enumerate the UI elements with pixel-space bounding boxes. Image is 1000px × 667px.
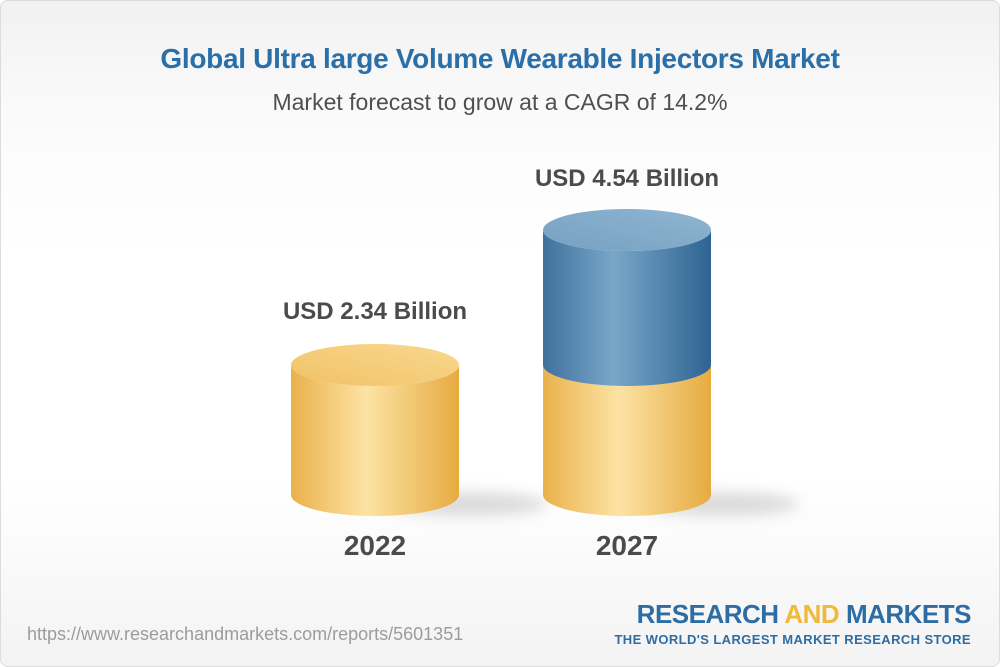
logo-wordmark: RESEARCH AND MARKETS: [614, 599, 972, 629]
bar-2027-growth-segment: [543, 230, 711, 386]
source-url: https://www.researchandmarkets.com/repor…: [27, 624, 464, 644]
page-title: Global Ultra large Volume Wearable Injec…: [160, 43, 840, 74]
logo-word-markets: MARKETS: [845, 599, 972, 629]
research-and-markets-logo: RESEARCH AND MARKETS THE WORLD'S LARGEST…: [614, 599, 972, 648]
logo-word-research: RESEARCH: [636, 599, 779, 629]
x-axis-label-2027: 2027: [595, 530, 659, 561]
bar-2027-cylinder: [543, 209, 711, 516]
logo-tagline: THE WORLD'S LARGEST MARKET RESEARCH STOR…: [614, 632, 971, 648]
logo-word-and: AND: [784, 599, 840, 629]
x-axis-label-2022: 2022: [343, 530, 407, 561]
bar-2027-base-segment: [543, 365, 711, 516]
value-label-2022: USD 2.34 Billion: [282, 298, 468, 325]
page-subtitle: Market forecast to grow at a CAGR of 14.…: [272, 89, 728, 115]
value-label-2027: USD 4.54 Billion: [534, 165, 720, 192]
bar-2022-cylinder: [291, 344, 459, 516]
